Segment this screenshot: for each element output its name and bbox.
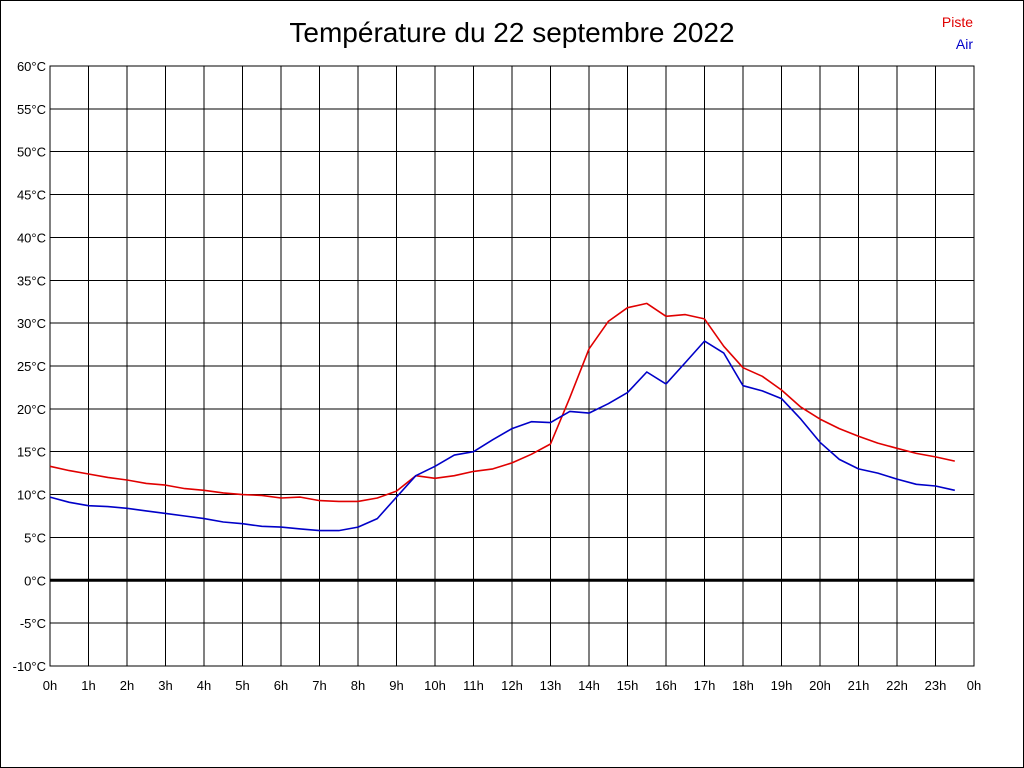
x-tick-label: 12h bbox=[501, 678, 523, 693]
x-tick-label: 8h bbox=[351, 678, 365, 693]
x-tick-label: 19h bbox=[771, 678, 793, 693]
y-tick-label: 5°C bbox=[24, 530, 46, 545]
x-tick-label: 16h bbox=[655, 678, 677, 693]
y-tick-label: 50°C bbox=[17, 145, 46, 160]
x-tick-label: 0h bbox=[43, 678, 57, 693]
y-tick-label: 20°C bbox=[17, 402, 46, 417]
y-tick-label: 15°C bbox=[17, 445, 46, 460]
y-tick-label: 30°C bbox=[17, 316, 46, 331]
x-tick-label: 3h bbox=[158, 678, 172, 693]
x-tick-label: 13h bbox=[540, 678, 562, 693]
y-tick-label: 40°C bbox=[17, 230, 46, 245]
y-tick-label: 0°C bbox=[24, 573, 46, 588]
x-tick-label: 2h bbox=[120, 678, 134, 693]
grid-lines bbox=[49, 65, 975, 667]
y-tick-label: 25°C bbox=[17, 359, 46, 374]
legend-entry-air: Air bbox=[955, 36, 973, 52]
y-tick-label: 60°C bbox=[17, 59, 46, 74]
x-tick-label: 20h bbox=[809, 678, 831, 693]
x-tick-label: 10h bbox=[424, 678, 446, 693]
x-tick-label: 17h bbox=[694, 678, 716, 693]
tick-labels: 0h 1h 2h 3h 4h 5h 6h 7h 8h 9h 10h 11h 12h 13h 14h 15h 16… bbox=[13, 59, 982, 693]
x-tick-label: 11h bbox=[463, 678, 484, 693]
x-tick-label: 23h bbox=[925, 678, 947, 693]
x-tick-label: 15h bbox=[617, 678, 639, 693]
series-line-air bbox=[49, 340, 955, 532]
legend-entry-piste: Piste bbox=[941, 14, 973, 30]
x-tick-label: 0h bbox=[967, 678, 981, 693]
chart-title: Température du 22 septembre 2022 bbox=[289, 17, 735, 48]
y-tick-label: -5°C bbox=[20, 616, 46, 631]
x-tick-label: 9h bbox=[389, 678, 403, 693]
x-tick-label: 18h bbox=[732, 678, 754, 693]
y-tick-label: 45°C bbox=[17, 188, 46, 203]
x-tick-label: 4h bbox=[197, 678, 211, 693]
series-line-piste bbox=[49, 302, 955, 503]
y-tick-label: -10°C bbox=[13, 659, 46, 674]
x-tick-label: 22h bbox=[886, 678, 908, 693]
x-tick-label: 1h bbox=[81, 678, 95, 693]
x-tick-label: 14h bbox=[578, 678, 600, 693]
x-tick-label: 21h bbox=[848, 678, 870, 693]
x-tick-label: 7h bbox=[312, 678, 326, 693]
x-tick-label: 5h bbox=[235, 678, 249, 693]
y-tick-label: 10°C bbox=[17, 488, 46, 503]
y-tick-label: 55°C bbox=[17, 102, 46, 117]
x-tick-label: 6h bbox=[274, 678, 288, 693]
series-layer bbox=[49, 302, 955, 532]
y-tick-label: 35°C bbox=[17, 273, 46, 288]
